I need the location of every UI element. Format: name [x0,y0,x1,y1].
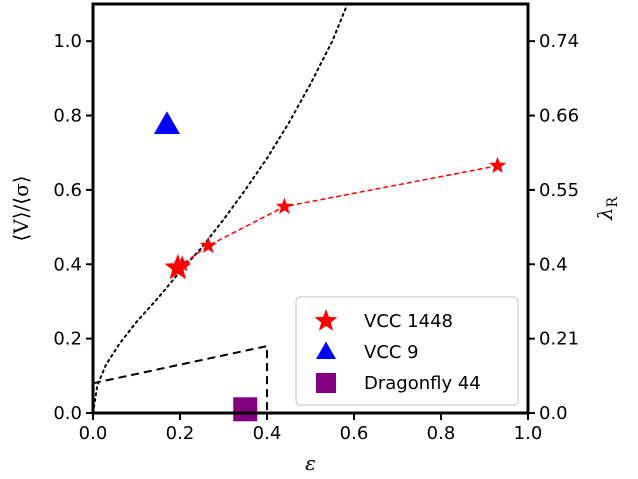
right-y-tick-label: 0.66 [539,106,579,127]
x-tick-label: 0.2 [166,423,195,444]
legend-box [295,296,519,406]
x-tick-label: 0.0 [79,423,108,444]
x-tick-label: 0.8 [427,423,456,444]
y-tick-label: 0.8 [53,106,82,127]
data-point [153,111,180,134]
right-y-axis-label-sub: R [605,196,621,207]
legend-label: VCC 9 [364,342,419,363]
series-dragonfly-44 [233,397,258,422]
right-y-tick-label: 0.4 [539,254,568,275]
legend-marker [316,373,336,393]
legend-entry: VCC 1448 [314,309,453,332]
legend-label: Dragonfly 44 [364,373,481,394]
series-vcc-9 [153,111,180,134]
legend: VCC 1448 VCC 9 Dragonfly 44 [295,296,519,406]
right-y-tick-label: 0.55 [539,180,579,201]
legend-label: VCC 1448 [364,311,453,332]
data-point [233,397,258,422]
data-point [199,236,217,253]
legend-entry: VCC 9 [316,341,419,363]
data-series [153,111,507,422]
right-y-tick-label: 0.74 [539,31,579,52]
reference-lines [93,4,349,413]
data-point [164,253,192,280]
x-tick-label: 0.6 [340,423,369,444]
x-axis-label: ε [305,451,316,475]
data-point [488,156,507,174]
y-tick-label: 0.4 [53,254,82,275]
x-tick-label: 1.0 [514,423,543,444]
y-tick-label: 1.0 [53,31,82,52]
legend-marker [316,341,336,359]
y-tick-label: 0.0 [53,403,82,424]
right-y-tick-label: 0.0 [539,403,568,424]
y-tick-label: 0.2 [53,329,82,350]
legend-entry: Dragonfly 44 [316,373,481,394]
data-point [173,255,191,272]
reference-region-dashed [93,344,268,413]
axis-ticks: 0.0 0.2 0.4 0.6 0.8 1.00.00.20.40.60.81.00.00… [53,31,579,444]
data-point [275,197,293,214]
plot-frame [91,2,530,415]
legend-marker [314,309,338,331]
y-axis-label: ⟨V⟩/⟨σ⟩ [9,175,33,241]
right-y-tick-label: 0.21 [539,329,579,350]
right-y-axis-label-main: λ [593,207,617,221]
x-tick-label: 0.4 [253,423,282,444]
right-y-axis-label: λR [593,196,621,221]
y-tick-label: 0.6 [53,180,82,201]
reference-curve-dotted [93,4,349,413]
series-vcc-1448 [164,156,507,280]
